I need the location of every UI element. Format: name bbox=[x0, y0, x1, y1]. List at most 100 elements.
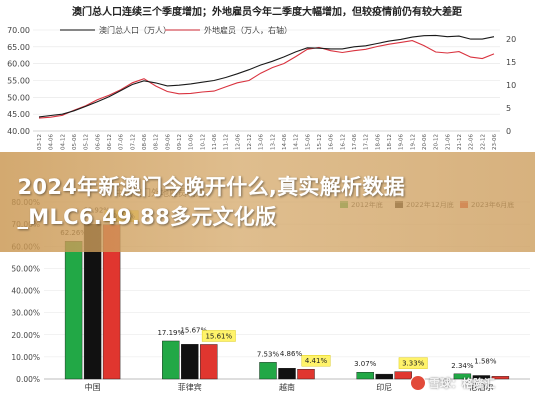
bar bbox=[181, 344, 199, 380]
x-tick-label: 2013-06 bbox=[259, 134, 265, 150]
x-tick-label: 2008-06 bbox=[142, 134, 148, 150]
bar bbox=[297, 369, 315, 380]
bar bbox=[394, 371, 412, 380]
bar bbox=[162, 340, 180, 380]
y-right-tick-label: 0 bbox=[506, 127, 511, 136]
bar bbox=[259, 362, 277, 380]
x-tick-label: 2003-12 bbox=[37, 134, 43, 150]
y-right-tick-label: 5 bbox=[506, 104, 511, 113]
y-left-tick-label: 45.00 bbox=[7, 110, 30, 119]
x-tick-label: 2004-12 bbox=[60, 134, 66, 150]
x-tick-label: 2018-12 bbox=[387, 134, 393, 150]
data-label: 3.07% bbox=[354, 360, 377, 368]
y-right-tick-label: 10 bbox=[506, 81, 516, 90]
x-tick-label: 2021-06 bbox=[445, 134, 451, 150]
x-tick-label: 2006-06 bbox=[95, 134, 101, 150]
data-label: 15.61% bbox=[205, 332, 232, 340]
x-tick-label: 2017-12 bbox=[364, 134, 370, 150]
data-label: 4.86% bbox=[280, 350, 303, 358]
y-tick-label: 40.00% bbox=[11, 287, 40, 296]
x-tick-label: 2015-06 bbox=[305, 134, 311, 150]
bar bbox=[491, 376, 510, 380]
x-tick-label: 2014-12 bbox=[294, 134, 300, 150]
x-tick-label: 2012-06 bbox=[235, 134, 241, 150]
x-tick-label: 2011-06 bbox=[212, 134, 218, 150]
y-left-tick-label: 60.00 bbox=[7, 60, 30, 69]
x-tick-label: 2019-06 bbox=[399, 134, 405, 150]
data-label: 69.74% bbox=[108, 213, 135, 221]
y-left-tick-label: 55.00 bbox=[7, 77, 30, 86]
x-tick-label: 2022-12 bbox=[480, 134, 486, 150]
data-label-highlight bbox=[201, 330, 236, 342]
worker-composition-bar-chart: 中国澳门外地雇员构成 2012年底 2022年12月底 2023年6月底 0.00% 10… bbox=[11, 187, 530, 392]
data-label: 1.58% bbox=[474, 358, 497, 366]
data-label-highlight bbox=[301, 355, 331, 367]
y-left-tick-label: 65.00 bbox=[7, 43, 30, 52]
bar bbox=[64, 241, 83, 380]
data-label: 4.41% bbox=[305, 357, 328, 365]
bar bbox=[83, 224, 102, 380]
x-category-label: 尼泊尔 bbox=[469, 382, 493, 392]
y-tick-label: 30.00% bbox=[11, 309, 40, 318]
population-line-chart: 澳门总人口连续三个季度增加；外地雇员今年二季度大幅增加，但较疫情前仍有较大差距澳… bbox=[7, 5, 516, 150]
x-tick-label: 2005-06 bbox=[72, 134, 78, 150]
data-label: 15.67% bbox=[180, 326, 207, 334]
bar bbox=[472, 375, 491, 380]
x-tick-label: 2016-12 bbox=[340, 134, 346, 150]
x-tick-label: 2015-12 bbox=[317, 134, 323, 150]
x-tick-label: 2023-06 bbox=[492, 134, 498, 150]
bar bbox=[356, 372, 374, 380]
y-left-tick-label: 70.00 bbox=[7, 26, 30, 35]
y-right-tick-label: 20 bbox=[506, 35, 516, 44]
x-tick-label: 2004-06 bbox=[49, 134, 55, 150]
legend-label: 2023年6月底 bbox=[471, 200, 514, 209]
chart-title: 澳门总人口连续三个季度增加；外地雇员今年二季度大幅增加，但较疫情前仍有较大差距 bbox=[72, 5, 462, 18]
x-tick-label: 2005-12 bbox=[84, 134, 90, 150]
x-tick-label: 2013-12 bbox=[270, 134, 276, 150]
snowball-logo-icon bbox=[410, 375, 426, 391]
y-left-tick-label: 40.00 bbox=[7, 127, 30, 136]
y-tick-label: 0.00% bbox=[16, 375, 40, 384]
series-line-workers bbox=[38, 40, 495, 119]
bar bbox=[200, 344, 218, 380]
x-tick-label: 2009-06 bbox=[165, 134, 171, 150]
x-tick-label: 2018-06 bbox=[375, 134, 381, 150]
data-label: 3.33% bbox=[402, 360, 425, 368]
y-tick-label: 20.00% bbox=[11, 331, 40, 340]
y-tick-label: 70.00% bbox=[11, 220, 40, 229]
x-tick-label: 2016-06 bbox=[329, 134, 335, 150]
x-tick-label: 2006-12 bbox=[107, 134, 113, 150]
x-tick-label: 2021-12 bbox=[457, 134, 463, 150]
y-tick-label: 80.00% bbox=[11, 198, 40, 207]
x-tick-label: 2010-12 bbox=[200, 134, 206, 150]
legend-label: 2012年底 bbox=[351, 200, 383, 209]
chart-title: 中国澳门外地雇员构成 bbox=[115, 187, 205, 199]
x-category-label: 菲律宾 bbox=[178, 382, 202, 392]
x-tick-label: 2008-12 bbox=[154, 134, 160, 150]
watermark-text: 雪球：格隆汇 bbox=[429, 377, 495, 390]
series-line-population bbox=[38, 34, 495, 118]
legend-label: 2022年12月底 bbox=[406, 200, 454, 209]
x-tick-label: 2012-12 bbox=[247, 134, 253, 150]
x-tick-label: 2010-06 bbox=[189, 134, 195, 150]
data-label: 7.53% bbox=[257, 350, 280, 358]
y-left-tick-label: 50.00 bbox=[7, 93, 30, 102]
x-tick-label: 2019-12 bbox=[410, 134, 416, 150]
x-tick-label: 2020-12 bbox=[434, 134, 440, 150]
x-category-label: 印尼 bbox=[376, 383, 392, 392]
y-right-tick-label: 15 bbox=[506, 58, 516, 67]
x-tick-label: 2011-12 bbox=[224, 134, 230, 150]
bar bbox=[375, 373, 393, 380]
watermark: 雪球：格隆汇 bbox=[410, 372, 528, 394]
y-tick-label: 60.00% bbox=[11, 242, 40, 251]
bar bbox=[453, 373, 472, 380]
data-label: 62.26% bbox=[60, 229, 87, 237]
y-tick-label: 10.00% bbox=[11, 353, 40, 362]
x-tick-label: 2017-06 bbox=[352, 134, 358, 150]
x-category-label: 中国 bbox=[85, 382, 101, 392]
data-label: 17.19% bbox=[157, 329, 184, 337]
x-tick-label: 2007-12 bbox=[130, 134, 136, 150]
x-tick-label: 2014-06 bbox=[282, 134, 288, 150]
x-tick-label: 2009-12 bbox=[177, 134, 183, 150]
